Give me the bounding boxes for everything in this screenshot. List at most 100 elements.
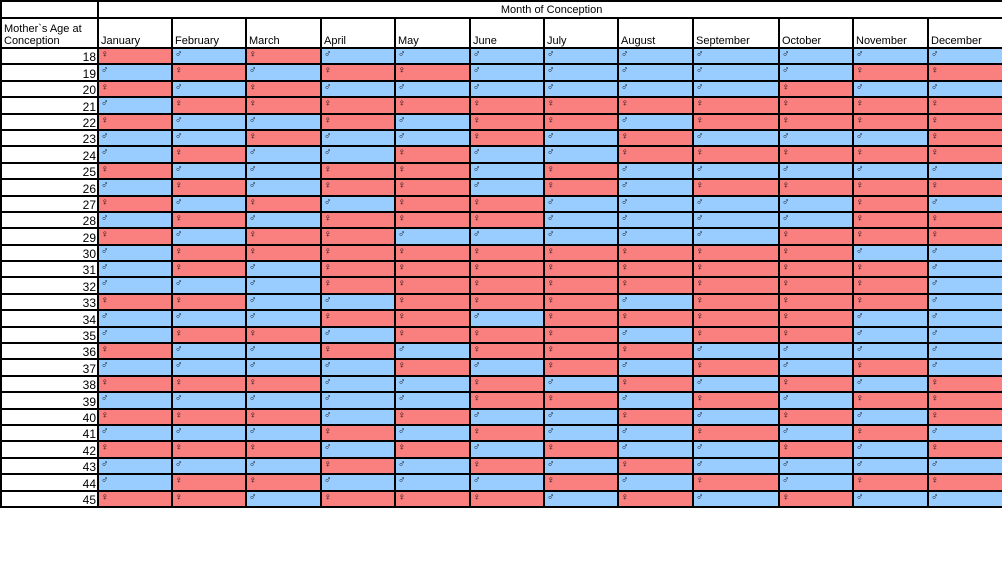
- male-cell: ♂: [926, 309, 1002, 328]
- female-cell: ♀: [617, 456, 694, 476]
- female-cell: ♀: [171, 145, 247, 164]
- female-cell: ♀: [97, 112, 173, 131]
- male-cell: ♂: [926, 456, 1002, 476]
- female-cell: ♀: [469, 260, 545, 279]
- male-cell: ♂: [692, 210, 780, 230]
- female-cell: ♀: [394, 276, 471, 295]
- male-cell: ♂: [245, 342, 322, 361]
- male-cell: ♂: [320, 374, 396, 394]
- female-cell: ♀: [617, 260, 694, 279]
- male-cell: ♂: [394, 227, 471, 246]
- female-cell: ♀: [171, 440, 247, 459]
- male-cell: ♂: [617, 391, 694, 410]
- table-row: 32 ♂ ♂ ♂ ♀ ♀ ♀ ♀ ♀ ♀ ♀ ♀ ♂: [0, 276, 1002, 295]
- female-cell: ♀: [852, 292, 929, 312]
- male-cell: ♂: [617, 227, 694, 246]
- female-cell: ♀: [320, 96, 396, 115]
- male-cell: ♂: [171, 227, 247, 246]
- corner-cell: [0, 0, 99, 19]
- female-cell: ♀: [617, 128, 694, 148]
- female-cell: ♀: [320, 112, 396, 131]
- female-cell: ♀: [469, 128, 545, 148]
- age-cell: 41: [0, 423, 99, 443]
- male-cell: ♂: [97, 276, 173, 295]
- male-cell: ♂: [469, 407, 545, 427]
- female-cell: ♀: [469, 342, 545, 361]
- male-cell: ♂: [245, 391, 322, 410]
- female-cell: ♀: [320, 260, 396, 279]
- male-cell: ♂: [543, 407, 619, 427]
- female-cell: ♀: [543, 440, 619, 459]
- male-cell: ♂: [778, 473, 854, 492]
- female-cell: ♀: [543, 292, 619, 312]
- female-cell: ♀: [926, 473, 1002, 492]
- age-cell: 25: [0, 161, 99, 181]
- female-cell: ♀: [778, 260, 854, 279]
- female-cell: ♀: [394, 260, 471, 279]
- female-cell: ♀: [617, 96, 694, 115]
- male-cell: ♂: [778, 46, 854, 66]
- male-cell: ♂: [171, 79, 247, 99]
- male-cell: ♂: [320, 358, 396, 377]
- age-cell: 26: [0, 178, 99, 197]
- gender-chart-table: Month of Conception Mother`s Age at Conc…: [0, 0, 1002, 508]
- male-cell: ♂: [692, 342, 780, 361]
- male-cell: ♂: [394, 473, 471, 492]
- male-cell: ♂: [394, 79, 471, 99]
- female-cell: ♀: [245, 374, 322, 394]
- female-cell: ♀: [394, 243, 471, 263]
- male-cell: ♂: [852, 342, 929, 361]
- female-cell: ♀: [245, 194, 322, 213]
- female-cell: ♀: [852, 391, 929, 410]
- female-cell: ♀: [469, 456, 545, 476]
- male-cell: ♂: [394, 374, 471, 394]
- male-cell: ♂: [97, 145, 173, 164]
- female-cell: ♀: [543, 391, 619, 410]
- male-cell: ♂: [171, 194, 247, 213]
- female-cell: ♀: [692, 178, 780, 197]
- male-cell: ♂: [692, 79, 780, 99]
- male-cell: ♂: [778, 210, 854, 230]
- female-cell: ♀: [543, 358, 619, 377]
- age-cell: 39: [0, 391, 99, 410]
- female-cell: ♀: [778, 374, 854, 394]
- male-cell: ♂: [852, 374, 929, 394]
- female-cell: ♀: [778, 407, 854, 427]
- male-cell: ♂: [320, 440, 396, 459]
- female-cell: ♀: [394, 145, 471, 164]
- female-cell: ♀: [394, 325, 471, 345]
- age-cell: 43: [0, 456, 99, 476]
- female-cell: ♀: [171, 407, 247, 427]
- table-row: 36 ♀ ♂ ♂ ♀ ♂ ♀ ♀ ♀ ♂ ♂ ♂ ♂: [0, 342, 1002, 361]
- female-cell: ♀: [778, 292, 854, 312]
- male-cell: ♂: [926, 325, 1002, 345]
- male-cell: ♂: [543, 194, 619, 213]
- table-row: 28 ♂ ♀ ♂ ♀ ♀ ♀ ♂ ♂ ♂ ♂ ♀ ♀: [0, 210, 1002, 230]
- female-cell: ♀: [394, 63, 471, 82]
- female-cell: ♀: [171, 325, 247, 345]
- female-cell: ♀: [320, 489, 396, 508]
- male-cell: ♂: [778, 456, 854, 476]
- female-cell: ♀: [320, 423, 396, 443]
- female-cell: ♀: [97, 489, 173, 508]
- female-cell: ♀: [171, 178, 247, 197]
- female-cell: ♀: [97, 374, 173, 394]
- female-cell: ♀: [543, 96, 619, 115]
- age-cell: 29: [0, 227, 99, 246]
- male-cell: ♂: [852, 79, 929, 99]
- female-cell: ♀: [543, 325, 619, 345]
- female-cell: ♀: [394, 440, 471, 459]
- male-cell: ♂: [926, 358, 1002, 377]
- male-cell: ♂: [543, 46, 619, 66]
- female-cell: ♀: [926, 145, 1002, 164]
- female-cell: ♀: [171, 374, 247, 394]
- male-cell: ♂: [245, 423, 322, 443]
- age-cell: 28: [0, 210, 99, 230]
- male-cell: ♂: [394, 112, 471, 131]
- male-cell: ♂: [926, 194, 1002, 213]
- male-cell: ♂: [617, 46, 694, 66]
- month-header-may: May: [394, 17, 471, 49]
- female-cell: ♀: [852, 276, 929, 295]
- mothers-age-label: Mother`s Age at Conception: [0, 17, 99, 49]
- male-cell: ♂: [543, 128, 619, 148]
